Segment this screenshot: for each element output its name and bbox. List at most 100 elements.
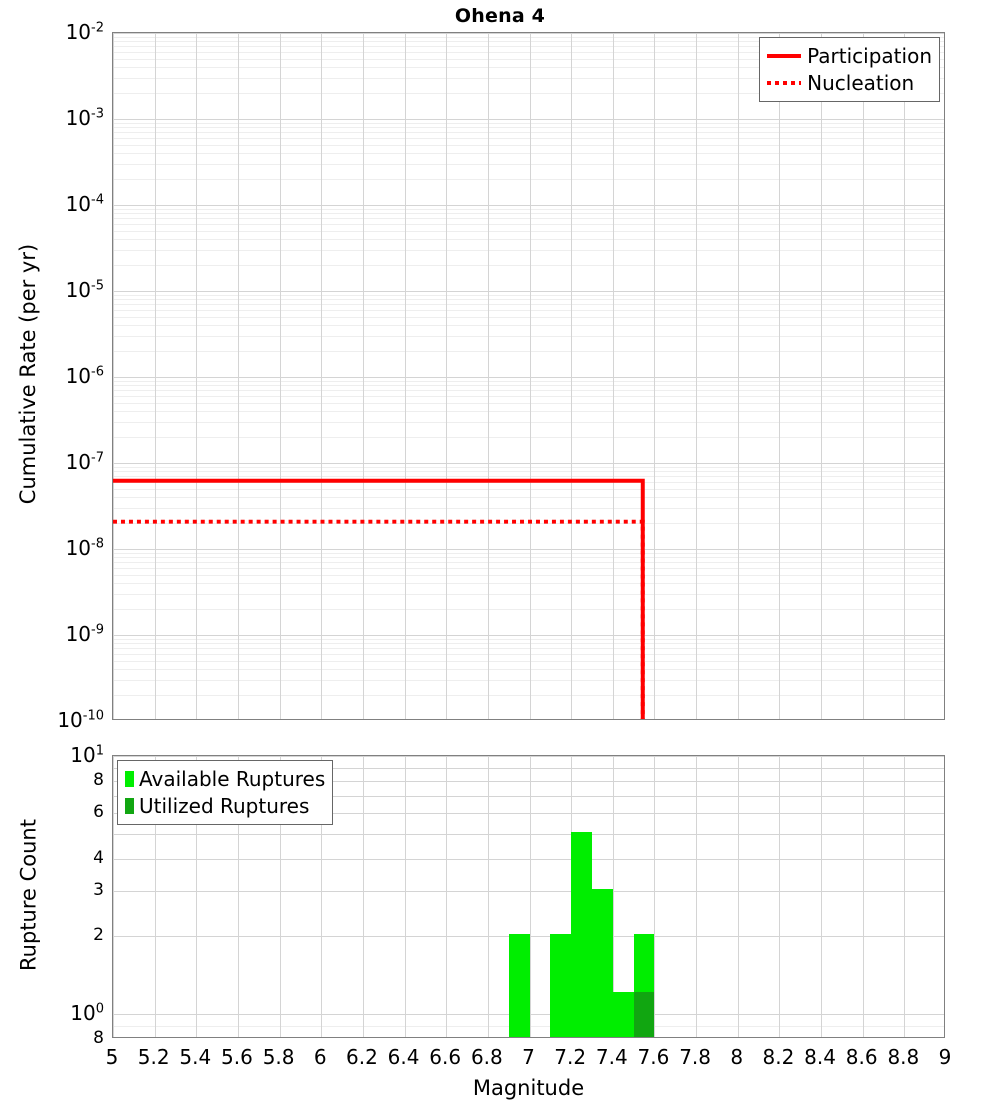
gridline-minor <box>113 122 944 124</box>
gridline-minor <box>113 299 944 301</box>
x-tick-label: 6.2 <box>345 1045 378 1069</box>
x-tick-label: 5.2 <box>137 1045 170 1069</box>
gridline-minor <box>113 411 944 413</box>
gridline-vertical <box>404 756 406 1037</box>
gridline-minor <box>113 654 944 656</box>
gridline-major <box>113 756 944 757</box>
gridline-vertical <box>446 33 448 719</box>
gridline-minor <box>113 144 944 146</box>
gridline-minor <box>113 574 944 576</box>
x-tick-label: 5 <box>105 1045 119 1069</box>
gridline-minor <box>113 648 944 650</box>
bar-available-ruptures <box>550 934 572 1037</box>
y-tick-label: 10-9 <box>65 622 104 646</box>
series-line <box>113 519 645 719</box>
bar-available-ruptures <box>571 831 592 1037</box>
y-tick-label: 10-5 <box>65 278 104 302</box>
legend-label-participation: Participation <box>807 43 932 68</box>
series-line <box>113 478 645 719</box>
gridline-minor <box>113 396 944 398</box>
legend-item-utilized-ruptures: Utilized Ruptures <box>125 792 325 819</box>
y-tick-label-minor: 8 <box>93 1028 104 1048</box>
gridline-minor <box>113 41 944 43</box>
gridline-minor <box>113 695 944 697</box>
bar-available-ruptures <box>591 888 613 1037</box>
gridline-minor <box>113 36 944 38</box>
gridline-minor <box>113 163 944 165</box>
rupture-count-plot-area: Available Ruptures Utilized Ruptures <box>112 755 945 1038</box>
y-tick-label-minor: 6 <box>93 802 104 823</box>
x-tick-label: 8 <box>730 1045 744 1069</box>
gridline-vertical <box>113 756 114 1037</box>
y-tick-label: 10-6 <box>65 364 104 388</box>
gridline-minor <box>113 421 944 423</box>
gridline-minor <box>113 67 944 69</box>
gridline-vertical <box>571 33 573 719</box>
x-tick-label: 6 <box>313 1045 327 1069</box>
gridline-major <box>113 205 944 206</box>
gridline-vertical <box>904 33 906 719</box>
y-tick-label: 100 <box>70 1001 104 1025</box>
dotted-line-icon <box>767 80 802 85</box>
bottom-legend: Available Ruptures Utilized Ruptures <box>117 760 334 825</box>
gridline-major <box>113 858 944 860</box>
gridline-vertical <box>404 33 406 719</box>
y-tick-label: 10-3 <box>65 106 104 130</box>
x-tick-label: 8.8 <box>887 1045 920 1069</box>
x-tick-label: 7.6 <box>637 1045 670 1069</box>
gridline-minor <box>113 568 944 570</box>
gridline-minor <box>113 310 944 312</box>
gridline-vertical <box>487 33 489 719</box>
gridline-vertical <box>113 33 114 719</box>
gridline-major <box>113 119 944 120</box>
gridline-minor <box>113 230 944 232</box>
bar-available-ruptures <box>612 991 634 1037</box>
gridline-vertical <box>529 33 531 719</box>
gridline-minor <box>113 179 944 181</box>
x-tick-label: 6.6 <box>429 1045 462 1069</box>
gridline-minor <box>113 552 944 554</box>
y-tick-label: 101 <box>70 743 104 767</box>
gridline-minor <box>113 239 944 241</box>
gridline-vertical <box>321 33 323 719</box>
y-axis-label-cumulative-rate: Cumulative Rate (per yr) <box>16 243 40 505</box>
gridline-minor <box>113 304 944 306</box>
gridline-vertical <box>862 756 864 1037</box>
gridline-minor <box>113 643 944 645</box>
gridline-vertical <box>237 756 239 1037</box>
gridline-minor <box>113 213 944 215</box>
x-tick-label: 7.2 <box>554 1045 587 1069</box>
gridline-vertical <box>237 33 239 719</box>
gridline-vertical <box>279 756 281 1037</box>
gridline-vertical <box>779 33 781 719</box>
gridline-minor <box>113 249 944 251</box>
gridline-minor <box>113 402 944 404</box>
legend-label-nucleation: Nucleation <box>807 70 915 95</box>
x-tick-label: 7 <box>522 1045 535 1069</box>
gridline-minor <box>113 609 944 611</box>
gridline-vertical <box>862 33 864 719</box>
x-tick-label: 5.6 <box>221 1045 253 1069</box>
gridline-vertical <box>821 33 823 719</box>
gridline-minor <box>113 351 944 353</box>
gridline-vertical <box>362 756 364 1037</box>
x-tick-label: 8.2 <box>762 1045 795 1069</box>
gridline-minor <box>113 46 944 48</box>
gridline-minor <box>113 93 944 95</box>
gridline-minor <box>113 218 944 220</box>
gridline-minor <box>113 294 944 296</box>
gridline-minor <box>113 583 944 585</box>
gridline-vertical <box>821 756 823 1037</box>
gridline-minor <box>113 390 944 392</box>
bar-available-ruptures <box>508 934 530 1037</box>
gridline-vertical <box>154 33 156 719</box>
x-tick-label: 8.6 <box>845 1045 878 1069</box>
solid-line-icon <box>767 53 802 58</box>
gridline-minor <box>113 138 944 140</box>
gridline-vertical <box>362 33 364 719</box>
x-tick-label: 9 <box>938 1045 952 1069</box>
gridline-minor <box>113 208 944 210</box>
gridline-major <box>113 813 944 815</box>
y-tick-label: 10-8 <box>65 536 104 560</box>
gridline-vertical <box>779 756 781 1037</box>
